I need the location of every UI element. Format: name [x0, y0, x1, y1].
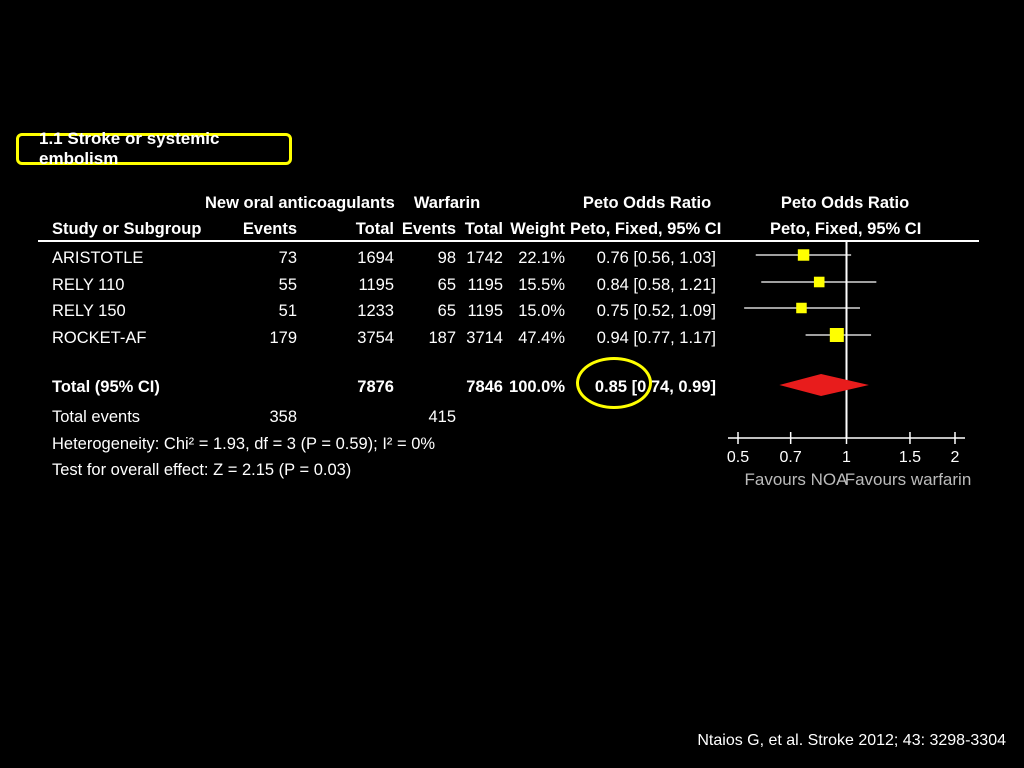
header-warfarin-group: Warfarin [413, 194, 481, 212]
subgroup-title: 1.1 Stroke or systemic embolism [39, 129, 220, 168]
header-warf-events: Events [401, 220, 456, 238]
noa-events: 73 [278, 249, 297, 267]
pooled-diamond [779, 374, 869, 396]
warf-total: 1195 [467, 302, 503, 320]
header-noa-group: New oral anticoagulants [205, 194, 395, 212]
header-plot-group: Peto Odds Ratio [780, 194, 910, 212]
odds-ratio-ci: 0.94 [0.77, 1.17] [596, 329, 716, 347]
noa-total: 1233 [357, 302, 394, 320]
weight: 47.4% [518, 329, 565, 347]
total-noa: 7876 [357, 378, 394, 396]
odds-ratio-ci: 0.76 [0.56, 1.03] [596, 249, 716, 267]
point-estimate-rocket-af [829, 328, 844, 342]
x-tick-label: 2 [951, 449, 960, 466]
warf-events: 98 [437, 249, 456, 267]
header-or-group: Peto Odds Ratio [582, 194, 712, 212]
study-name: ARISTOTLE [52, 249, 144, 267]
warf-total: 1195 [467, 276, 503, 294]
header-noa-total: Total [355, 220, 394, 238]
noa-events: 179 [269, 329, 297, 347]
point-estimate-rely-150 [796, 302, 807, 314]
noa-events: 55 [278, 276, 297, 294]
heterogeneity-text: Heterogeneity: Chi² = 1.93, df = 3 (P = … [52, 435, 436, 453]
favours-warfarin-label: Favours warfarin [845, 470, 972, 489]
header-plot-method: Peto, Fixed, 95% CI [770, 220, 922, 238]
point-estimate-aristotle [797, 249, 810, 261]
subgroup-title-box: 1.1 Stroke or systemic embolism [16, 129, 292, 168]
x-tick-label: 0.5 [727, 449, 749, 466]
noa-total: 1195 [358, 276, 394, 294]
favours-noa-label: Favours NOA [745, 470, 849, 489]
x-tick-label: 1.5 [899, 449, 921, 466]
total-warf: 7846 [466, 378, 503, 396]
header-warf-total: Total [464, 220, 503, 238]
total-events-warf: 415 [428, 408, 456, 426]
odds-ratio-ci: 0.75 [0.52, 1.09] [596, 302, 716, 320]
noa-events: 51 [278, 302, 297, 320]
overall-effect-text: Test for overall effect: Z = 2.15 (P = 0… [52, 461, 352, 479]
header-noa-events: Events [242, 220, 297, 238]
total-weight: 100.0% [509, 378, 565, 396]
header-weight: Weight [510, 220, 565, 238]
citation: Ntaios G, et al. Stroke 2012; 43: 3298-3… [697, 732, 1006, 749]
warf-total: 3714 [466, 329, 503, 347]
total-label: Total (95% CI) [52, 378, 160, 396]
warf-events: 65 [437, 302, 456, 320]
study-name: RELY 150 [52, 302, 126, 320]
header-or-method: Peto, Fixed, 95% CI [570, 220, 722, 238]
highlight-circle [576, 357, 652, 409]
noa-total: 1694 [357, 249, 394, 267]
warf-events: 65 [437, 276, 456, 294]
x-tick-label: 1 [842, 449, 851, 466]
x-tick-label: 0.7 [780, 449, 802, 466]
weight: 15.0% [518, 302, 565, 320]
header-divider [38, 240, 979, 242]
study-name: RELY 110 [52, 276, 125, 294]
header-study: Study or Subgroup [52, 220, 202, 238]
total-events-label: Total events [52, 408, 141, 426]
total-events-noa: 358 [269, 408, 297, 426]
weight: 22.1% [518, 249, 565, 267]
warf-total: 1742 [466, 249, 503, 267]
warf-events: 187 [428, 329, 456, 347]
odds-ratio-ci: 0.84 [0.58, 1.21] [596, 276, 716, 294]
study-name: ROCKET-AF [52, 329, 147, 347]
point-estimate-rely-110 [813, 276, 825, 288]
noa-total: 3754 [357, 329, 394, 347]
weight: 15.5% [518, 276, 565, 294]
